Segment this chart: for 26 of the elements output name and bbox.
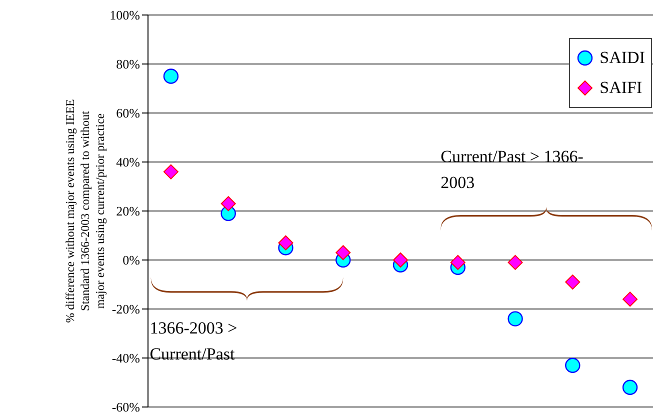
- point: [336, 245, 351, 260]
- point: [278, 235, 294, 250]
- y-tick-label: -60%: [112, 400, 140, 414]
- point: [565, 274, 580, 290]
- y-tick-label: 60%: [116, 106, 140, 121]
- y-tick-label: -40%: [112, 350, 140, 366]
- legend-label: SAIFI: [600, 78, 642, 98]
- legend-label: SAIDI: [600, 48, 645, 68]
- annotation: Current/Past > 1366- 2003: [440, 147, 584, 192]
- point: [393, 252, 408, 268]
- y-tick-label: 40%: [116, 154, 140, 170]
- y-tick-label: 0%: [122, 252, 140, 268]
- y-axis-title: % difference without major events using IEEE Standard 1366-2003 compared to without major events using current/prior practice: [63, 99, 107, 323]
- point: [220, 196, 236, 212]
- point: [450, 254, 466, 270]
- point: [622, 380, 638, 395]
- y-tick-label: 100%: [110, 8, 140, 23]
- y-tick-label: 20%: [116, 204, 140, 219]
- point: [508, 311, 523, 326]
- point: [163, 68, 179, 84]
- point: [508, 254, 523, 270]
- point: [565, 358, 580, 373]
- y-tick-label: -20%: [112, 302, 140, 317]
- y-tick-label: 80%: [116, 56, 140, 72]
- point: [163, 164, 178, 180]
- point: [622, 292, 638, 307]
